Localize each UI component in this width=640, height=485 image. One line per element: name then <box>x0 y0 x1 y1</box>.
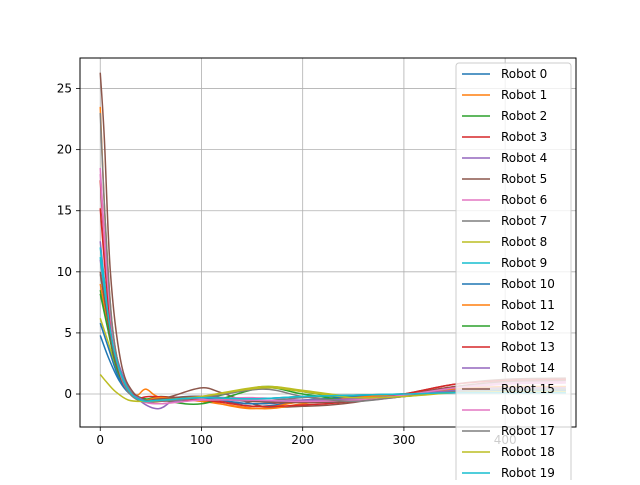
y-tick-label: 20 <box>57 143 72 157</box>
legend-label: Robot 6 <box>501 193 547 207</box>
legend-label: Robot 15 <box>501 382 555 396</box>
legend-label: Robot 3 <box>501 130 547 144</box>
x-tick-label: 0 <box>96 433 104 447</box>
legend-label: Robot 14 <box>501 361 555 375</box>
y-tick-label: 10 <box>57 265 72 279</box>
legend-label: Robot 17 <box>501 424 555 438</box>
legend-label: Robot 19 <box>501 466 555 480</box>
x-tick-label: 300 <box>392 433 415 447</box>
legend-label: Robot 11 <box>501 298 555 312</box>
legend-label: Robot 12 <box>501 319 555 333</box>
plot-series <box>99 72 566 410</box>
y-tick-label: 15 <box>57 204 72 218</box>
legend-label: Robot 5 <box>501 172 547 186</box>
legend-label: Robot 1 <box>501 88 547 102</box>
y-tick-label: 5 <box>64 326 72 340</box>
legend-label: Robot 2 <box>501 109 547 123</box>
x-tick-label: 200 <box>291 433 314 447</box>
legend-label: Robot 9 <box>501 256 547 270</box>
legend-label: Robot 4 <box>501 151 547 165</box>
axes-frame <box>79 57 577 428</box>
legend-label: Robot 18 <box>501 445 555 459</box>
legend: Robot 0 Robot 1 Robot 2 Robot 3 Robot 4 Robot… <box>455 62 572 485</box>
y-tick-label: 25 <box>57 82 72 96</box>
legend-label: Robot 10 <box>501 277 555 291</box>
legend-label: Robot 8 <box>501 235 547 249</box>
legend-label: Robot 13 <box>501 340 555 354</box>
legend-box <box>455 62 572 485</box>
series-line-robot-19 <box>99 257 566 402</box>
legend-label: Robot 0 <box>501 67 547 81</box>
y-tick-label: 0 <box>64 387 72 401</box>
legend-label: Robot 16 <box>501 403 555 417</box>
x-tick-label: 100 <box>190 433 213 447</box>
legend-label: Robot 7 <box>501 214 547 228</box>
